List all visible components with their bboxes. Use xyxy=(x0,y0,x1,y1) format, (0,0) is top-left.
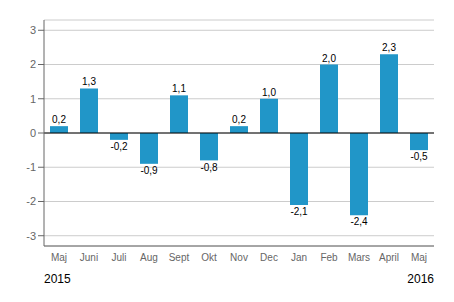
svg-text:3: 3 xyxy=(30,24,36,36)
svg-text:0,2: 0,2 xyxy=(232,114,246,125)
svg-text:April: April xyxy=(379,252,399,263)
svg-text:Mars: Mars xyxy=(348,252,370,263)
svg-text:0: 0 xyxy=(30,127,36,139)
svg-text:Nov: Nov xyxy=(230,252,248,263)
svg-text:-1: -1 xyxy=(26,161,36,173)
svg-text:Maj: Maj xyxy=(411,252,427,263)
svg-text:-2,1: -2,1 xyxy=(290,206,308,217)
svg-text:-0,2: -0,2 xyxy=(110,141,128,152)
html-text:2015: 2015 xyxy=(44,272,71,286)
svg-text:-0,9: -0,9 xyxy=(140,165,158,176)
svg-text:-0,8: -0,8 xyxy=(200,162,218,173)
svg-text:Jan: Jan xyxy=(291,252,307,263)
svg-text:Sept: Sept xyxy=(169,252,190,263)
svg-text:2: 2 xyxy=(30,58,36,70)
html-text:2016: 2016 xyxy=(407,272,434,286)
svg-text:2,0: 2,0 xyxy=(322,53,336,64)
svg-text:0,2: 0,2 xyxy=(52,114,66,125)
svg-text:2,3: 2,3 xyxy=(382,42,396,53)
svg-text:Aug: Aug xyxy=(140,252,158,263)
svg-text:Juli: Juli xyxy=(111,252,126,263)
svg-text:Maj: Maj xyxy=(51,252,67,263)
svg-text:1,3: 1,3 xyxy=(82,76,96,87)
svg-text:Okt: Okt xyxy=(201,252,217,263)
svg-text:1: 1 xyxy=(30,93,36,105)
svg-text:-2: -2 xyxy=(26,195,36,207)
svg-text:1,1: 1,1 xyxy=(172,83,186,94)
svg-text:1,0: 1,0 xyxy=(262,87,276,98)
svg-text:-0,5: -0,5 xyxy=(410,151,428,162)
svg-text:-3: -3 xyxy=(26,230,36,242)
svg-text:Dec: Dec xyxy=(260,252,278,263)
svg-text:Juni: Juni xyxy=(80,252,98,263)
svg-text:Feb: Feb xyxy=(320,252,338,263)
svg-text:-2,4: -2,4 xyxy=(350,216,368,227)
